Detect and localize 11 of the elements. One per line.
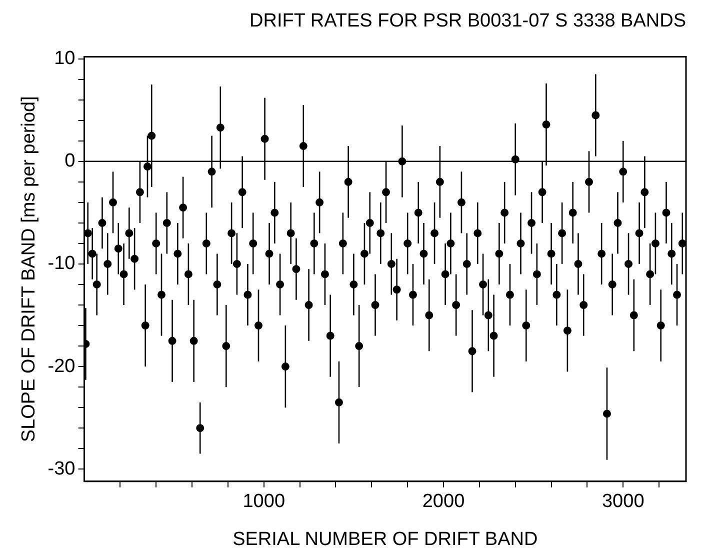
x-tick-label: 2000 bbox=[422, 491, 465, 512]
y-tick-label: 0 bbox=[64, 150, 76, 172]
x-tick-label: 1000 bbox=[242, 491, 286, 512]
y-axis-title: SLOPE OF DRIFT BAND [ms per period] bbox=[18, 96, 40, 442]
x-tick-label: 3000 bbox=[602, 491, 644, 512]
y-tick-label: -10 bbox=[48, 253, 76, 274]
x-axis-title: SERIAL NUMBER OF DRIFT BAND bbox=[232, 528, 538, 550]
y-tick-label: 10 bbox=[54, 48, 76, 70]
y-tick-label: -20 bbox=[48, 356, 76, 377]
chart-title: DRIFT RATES FOR PSR B0031-07 S 3338 BANDS bbox=[250, 10, 686, 32]
y-tick-label: -30 bbox=[48, 458, 76, 480]
